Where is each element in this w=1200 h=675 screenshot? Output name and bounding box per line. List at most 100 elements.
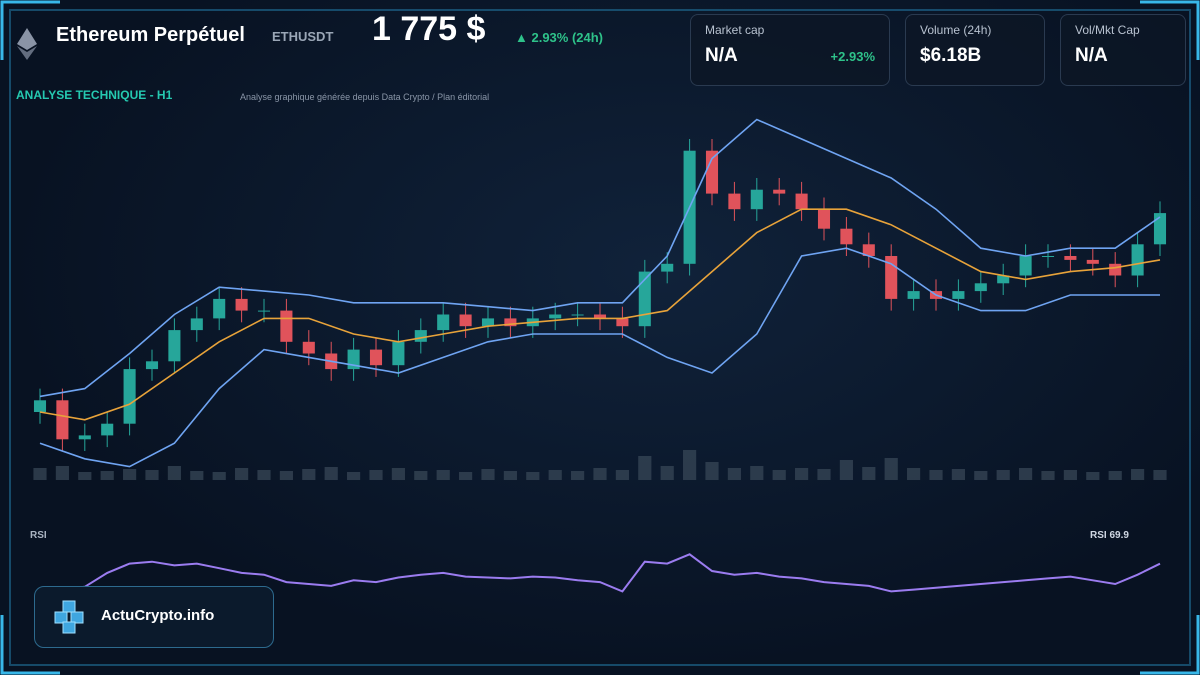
volume-bar [369,470,383,480]
volume-bar [795,468,809,480]
volume-bar [212,472,226,480]
section-note: Analyse graphique générée depuis Data Cr… [240,92,490,102]
volume-bar [33,468,47,480]
candle-body [795,193,808,210]
candle-body [593,314,607,319]
volume-bar [615,470,629,480]
candle-body [33,400,47,412]
brand-icon [54,600,84,634]
candle-body [481,318,495,327]
volume-bar [907,468,921,480]
volume-bar [190,471,204,480]
candle-body [369,349,383,366]
candle-body [1041,256,1055,257]
volume-bar [391,468,405,480]
volume-bar [503,471,517,480]
symbol: ETHUSDT [272,29,334,44]
volume-bar [167,466,181,480]
candle-body [414,330,427,342]
volume-bar [436,470,450,480]
candle-body [392,341,405,366]
card-label: Vol/Mkt Cap [1075,23,1140,37]
indicator-line [39,118,1161,398]
volume-bar [1131,469,1145,480]
volume-bar [123,469,137,480]
title: Ethereum Perpétuel [56,24,245,46]
volume-bar [862,467,876,480]
candle-body [56,400,69,440]
volume-bar [235,468,249,480]
volume-bar [257,470,271,480]
volume-bar [145,470,159,480]
brand: ActuCrypto.info [101,607,215,624]
candle-body [213,298,226,319]
candle-body [728,193,741,210]
volume-bar [1153,470,1167,480]
candle-body [1064,256,1077,260]
volume-bar [705,462,719,480]
candle-body [952,291,965,299]
candle-body [1086,259,1099,264]
eth-icon [17,28,37,60]
candle-body [862,244,875,256]
volume-bar [974,471,988,480]
candle-body [974,283,987,292]
candle-body [504,318,517,327]
candle-body [190,318,203,331]
candle-body [549,314,562,319]
candle-body [437,314,450,331]
card-value: N/A [705,45,738,66]
volume-bar [772,470,786,480]
volume-bar [414,471,428,480]
candle-body [235,298,248,311]
volume-bar [571,471,585,480]
brand-box: ActuCrypto.info [34,586,274,648]
candle-body [168,330,181,362]
candle-body [459,314,472,327]
volume-bar [884,458,898,480]
card: Vol/Mkt Cap N/A [1060,14,1186,86]
candle-body [280,310,293,342]
volume-bar [951,469,965,480]
volume-bar [1019,468,1033,480]
candle-body [1131,244,1144,276]
card-value: $6.18B [920,45,982,66]
card: Volume (24h) $6.18B [905,14,1045,86]
volume-bar [302,469,316,480]
candle-body [750,189,763,210]
volume-bar [78,472,92,480]
volume-bar [1041,471,1055,480]
volume-bar [1086,472,1100,480]
candle-body [123,369,136,424]
volume-bar [347,472,361,480]
volume-bar [526,472,540,480]
indicator-line [39,247,1160,468]
card: Market cap N/A +2.93% [690,14,890,86]
volume-bar [1063,470,1077,480]
candle-body [571,314,584,316]
candle-body [1153,213,1167,245]
candle-body [840,228,853,245]
volume-bar [839,460,853,480]
rsi-value: RSI 69.9 [1090,530,1129,541]
candle-body [257,310,271,312]
volume-bar [481,469,495,480]
volume-bar [459,472,473,480]
volume-bar [1108,471,1122,480]
volume-bar [929,470,943,480]
candle-body [145,361,159,370]
rsi-line [39,553,1161,593]
volume-bar [996,470,1010,480]
candle-body [773,189,786,194]
indicator-line [39,208,1161,421]
candle-body [78,435,91,440]
candle-body [1019,256,1032,276]
change: ▲ 2.93% (24h) [515,30,604,45]
volume-bar [727,468,741,480]
candle-body [616,318,629,327]
volume-bar [55,466,69,480]
volume-bar [324,467,338,480]
